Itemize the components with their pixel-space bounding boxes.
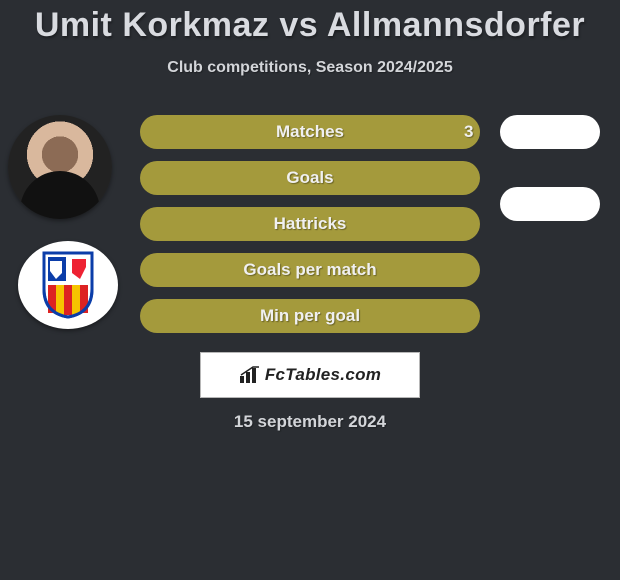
stat-row: Goals xyxy=(140,161,600,195)
page-title: Umit Korkmaz vs Allmannsdorfer xyxy=(0,0,620,45)
stat-row: Matches3 xyxy=(140,115,600,149)
stat-label: Min per goal xyxy=(140,299,480,333)
player-avatar xyxy=(8,115,112,219)
stat-label: Goals per match xyxy=(140,253,480,287)
brand-label: FcTables.com xyxy=(239,365,381,385)
footer-date: 15 september 2024 xyxy=(0,412,620,432)
avatar-column xyxy=(8,115,128,329)
page-subtitle: Club competitions, Season 2024/2025 xyxy=(0,59,620,77)
brand-card: FcTables.com xyxy=(200,352,420,398)
stat-row: Goals per match xyxy=(140,253,600,287)
brand-text: FcTables.com xyxy=(265,365,381,385)
club-logo xyxy=(18,241,118,329)
stat-label: Hattricks xyxy=(140,207,480,241)
stat-rows: Matches3 Goals Hattricks Goals per match Min… xyxy=(140,115,600,345)
shield-icon xyxy=(40,249,96,319)
stat-label: Goals xyxy=(140,161,480,195)
stat-value-left: 3 xyxy=(464,115,473,149)
stat-row: Min per goal xyxy=(140,299,600,333)
stat-row: Hattricks xyxy=(140,207,600,241)
stat-label: Matches xyxy=(140,115,480,149)
chart-icon xyxy=(239,366,261,384)
stat-bar-right xyxy=(500,115,600,149)
